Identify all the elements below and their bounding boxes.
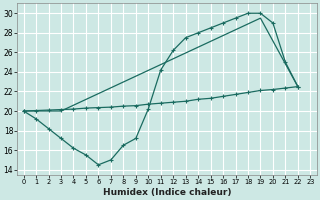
X-axis label: Humidex (Indice chaleur): Humidex (Indice chaleur) — [103, 188, 231, 197]
